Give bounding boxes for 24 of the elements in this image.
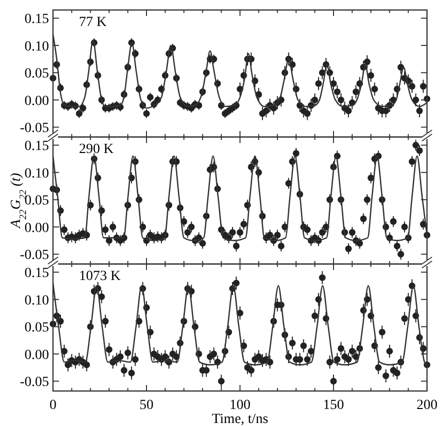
x-tick-label: 200 bbox=[416, 398, 438, 413]
y-tick-label: 0.00 bbox=[24, 94, 49, 109]
x-tick-label: 100 bbox=[230, 398, 250, 413]
y-tick-label: 0.00 bbox=[24, 220, 49, 236]
y-tick-label: -0.05 bbox=[20, 121, 49, 136]
x-tick-label: 150 bbox=[323, 398, 344, 413]
y-tick-label: 0.15 bbox=[24, 266, 49, 282]
annotation: 1073 K bbox=[79, 269, 121, 284]
y-tick-label: 0.05 bbox=[24, 66, 49, 82]
x-axis-title: Time, t/ns bbox=[212, 412, 268, 426]
x-tick-label: 0 bbox=[50, 398, 56, 413]
y-tick-label: 0.10 bbox=[24, 293, 49, 308]
y-tick-label: -0.05 bbox=[20, 248, 49, 264]
y-tick-label: 0.05 bbox=[24, 320, 49, 336]
y-tick-label: 0.05 bbox=[24, 194, 49, 209]
y-tick-label: -0.05 bbox=[20, 375, 49, 390]
y-tick-label: 0.15 bbox=[24, 139, 49, 154]
annotation: 77 K bbox=[79, 15, 107, 30]
y-tick-label: 0.10 bbox=[24, 39, 49, 54]
y-tick-label: 0.10 bbox=[24, 166, 49, 182]
y-tick-label: 0.00 bbox=[24, 348, 49, 363]
y-tick-label: 0.15 bbox=[24, 12, 49, 28]
annotation: 290 K bbox=[79, 142, 114, 157]
x-tick-label: 50 bbox=[140, 398, 154, 413]
